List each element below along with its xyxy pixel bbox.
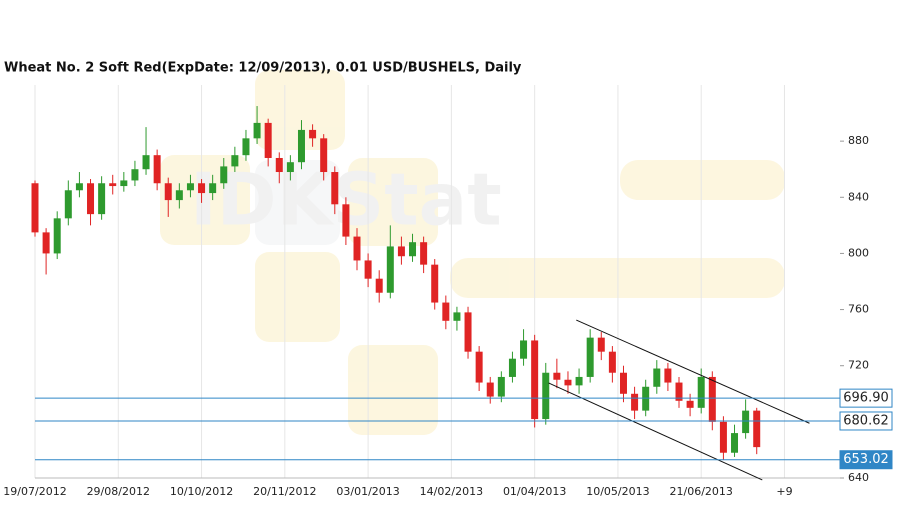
candle-body — [42, 232, 50, 254]
candle-body — [164, 183, 172, 201]
candle-body — [87, 183, 95, 215]
candle-body — [64, 190, 72, 219]
level-label: 696.90 — [843, 391, 889, 406]
level-label-box — [839, 388, 893, 408]
candle-body — [642, 386, 650, 411]
x-tick-label: 20/11/2012 — [253, 485, 316, 498]
candle-body — [186, 183, 194, 191]
y-tick-label: 800 — [848, 246, 869, 259]
x-tick-label: 29/08/2012 — [87, 485, 150, 498]
candle-body — [531, 340, 539, 420]
candle-body — [153, 155, 161, 184]
candle-body — [631, 393, 639, 411]
candle-body — [742, 410, 750, 434]
x-tick-label: 10/10/2012 — [170, 485, 233, 498]
candle-body — [397, 246, 405, 257]
x-tick-label: 21/06/2013 — [670, 485, 733, 498]
candle-body — [342, 204, 350, 237]
candle-body — [175, 190, 183, 201]
y-tick-label: 840 — [848, 190, 869, 203]
candle-body — [697, 376, 705, 408]
candle-body — [508, 358, 516, 377]
candle-body — [686, 400, 694, 408]
y-tick-label: 760 — [848, 303, 869, 316]
y-tick-label: 640 — [848, 471, 869, 484]
candle-body — [142, 155, 150, 170]
candle-body — [231, 155, 239, 167]
candle-body — [364, 260, 372, 279]
candle-body — [464, 312, 472, 352]
candle-body — [553, 372, 561, 380]
candle-body — [386, 246, 394, 293]
candle-body — [675, 382, 683, 401]
candle-body — [575, 376, 583, 386]
chart-title: Wheat No. 2 Soft Red(ExpDate: 12/09/2013… — [4, 61, 522, 76]
candle-body — [131, 169, 139, 181]
candle-body — [664, 368, 672, 383]
candle-body — [497, 376, 505, 397]
candle-body — [520, 340, 528, 359]
candle-body — [109, 183, 117, 187]
trend-line — [548, 382, 763, 481]
candle-body — [31, 183, 39, 233]
candle-body — [453, 312, 461, 321]
candle-body — [409, 242, 417, 257]
level-label-box — [839, 450, 893, 470]
candle-body — [719, 421, 727, 453]
candle-body — [475, 351, 483, 383]
candle-body — [98, 183, 106, 215]
candle-body — [431, 264, 439, 303]
candle-body — [242, 138, 250, 156]
candle-body — [353, 236, 361, 261]
candle-body — [597, 337, 605, 352]
level-label: 680.62 — [843, 413, 889, 428]
candle-body — [286, 162, 294, 173]
candle-body — [486, 382, 494, 397]
candle-body — [619, 372, 627, 394]
candle-body — [331, 172, 339, 205]
x-tick-label: 10/05/2013 — [586, 485, 649, 498]
level-label: 653.02 — [843, 452, 889, 467]
x-tick-label: 14/02/2013 — [420, 485, 483, 498]
candle-body — [297, 129, 305, 163]
candle-body — [275, 157, 283, 173]
candle-body — [220, 166, 228, 184]
candle-body — [608, 351, 616, 373]
candle-body — [120, 180, 128, 187]
candle-body — [653, 368, 661, 387]
candle-body — [320, 138, 328, 173]
candle-body — [753, 410, 761, 448]
x-tick-label: 19/07/2012 — [3, 485, 66, 498]
level-label-box — [839, 411, 893, 431]
candle-body — [53, 218, 61, 254]
candle-body — [542, 372, 550, 420]
candle-body — [253, 122, 261, 139]
candle-body — [586, 337, 594, 377]
candle-body — [375, 278, 383, 293]
trend-line — [576, 319, 810, 424]
candle-body — [442, 302, 450, 321]
x-tick-label: +9 — [776, 485, 792, 498]
candle-body — [198, 183, 206, 194]
candle-body — [264, 122, 272, 158]
candle-body — [564, 379, 572, 386]
candle-body — [731, 433, 739, 453]
x-tick-label: 01/04/2013 — [503, 485, 566, 498]
x-tick-label: 03/01/2013 — [336, 485, 399, 498]
candle-body — [420, 242, 428, 265]
y-tick-label: 720 — [848, 359, 869, 372]
candle-body — [209, 183, 217, 194]
candle-body — [708, 376, 716, 422]
y-tick-label: 880 — [848, 134, 869, 147]
candle-body — [309, 129, 317, 139]
candle-body — [75, 183, 83, 191]
